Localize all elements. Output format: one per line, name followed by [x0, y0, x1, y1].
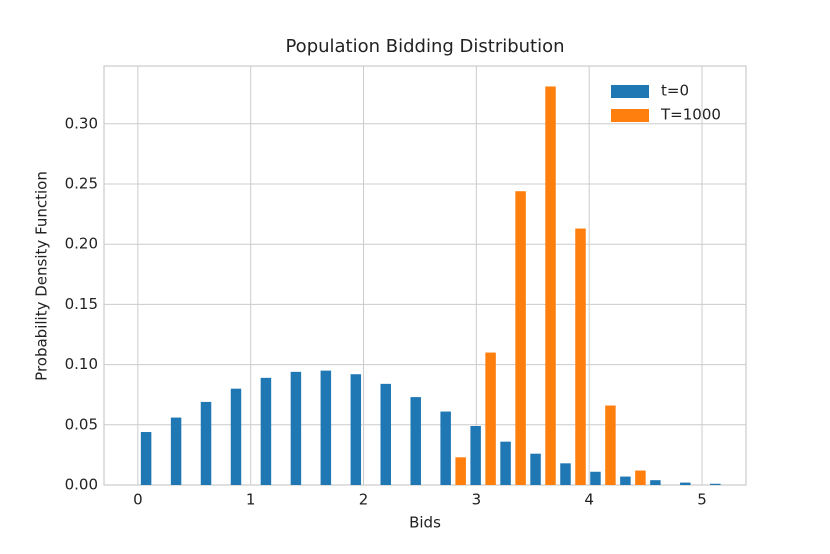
- y-tick-label: 0.25: [65, 174, 98, 192]
- legend-label: t=0: [661, 82, 689, 100]
- bar: [455, 457, 466, 485]
- bar: [635, 470, 646, 485]
- bar: [485, 352, 496, 485]
- x-tick-label: 4: [584, 491, 594, 509]
- bar: [605, 405, 616, 485]
- bar: [500, 441, 511, 485]
- plot-frame: [103, 65, 747, 486]
- bar: [350, 374, 362, 485]
- bar: [170, 417, 182, 485]
- bar: [650, 480, 661, 485]
- bar: [680, 482, 691, 485]
- legend-swatch: [611, 109, 649, 122]
- legend-label: T=1000: [660, 106, 721, 124]
- bar: [470, 426, 481, 485]
- y-tick-label: 0.05: [65, 415, 98, 433]
- bar: [620, 476, 631, 485]
- bar: [710, 483, 721, 485]
- y-tick-label: 0.20: [65, 235, 98, 253]
- chart-title: Population Bidding Distribution: [285, 36, 564, 57]
- bar: [545, 86, 556, 486]
- bar: [260, 377, 272, 485]
- bar: [320, 370, 332, 485]
- bar: [200, 401, 212, 485]
- y-tick-label: 0.30: [65, 114, 98, 132]
- y-tick-label: 0.10: [65, 355, 98, 373]
- x-tick-label: 3: [472, 491, 482, 509]
- x-tick-label: 1: [246, 491, 256, 509]
- x-tick-label: 5: [697, 491, 707, 509]
- bar: [140, 432, 152, 485]
- x-axis-label: Bids: [409, 514, 441, 532]
- bar: [560, 463, 571, 485]
- x-tick-label: 0: [133, 491, 143, 509]
- bar: [440, 411, 451, 485]
- y-axis-label: Probability Density Function: [33, 171, 51, 381]
- bar: [290, 371, 302, 485]
- bar: [515, 191, 526, 485]
- y-tick-label: 0.15: [65, 295, 98, 313]
- bar: [530, 453, 541, 485]
- bar: [590, 471, 601, 485]
- x-tick-label: 2: [359, 491, 369, 509]
- bar: [380, 383, 392, 485]
- bar: [410, 397, 421, 485]
- bar: [575, 228, 586, 486]
- legend-swatch: [611, 85, 649, 98]
- bar: [230, 388, 242, 485]
- y-tick-label: 0.00: [65, 476, 98, 494]
